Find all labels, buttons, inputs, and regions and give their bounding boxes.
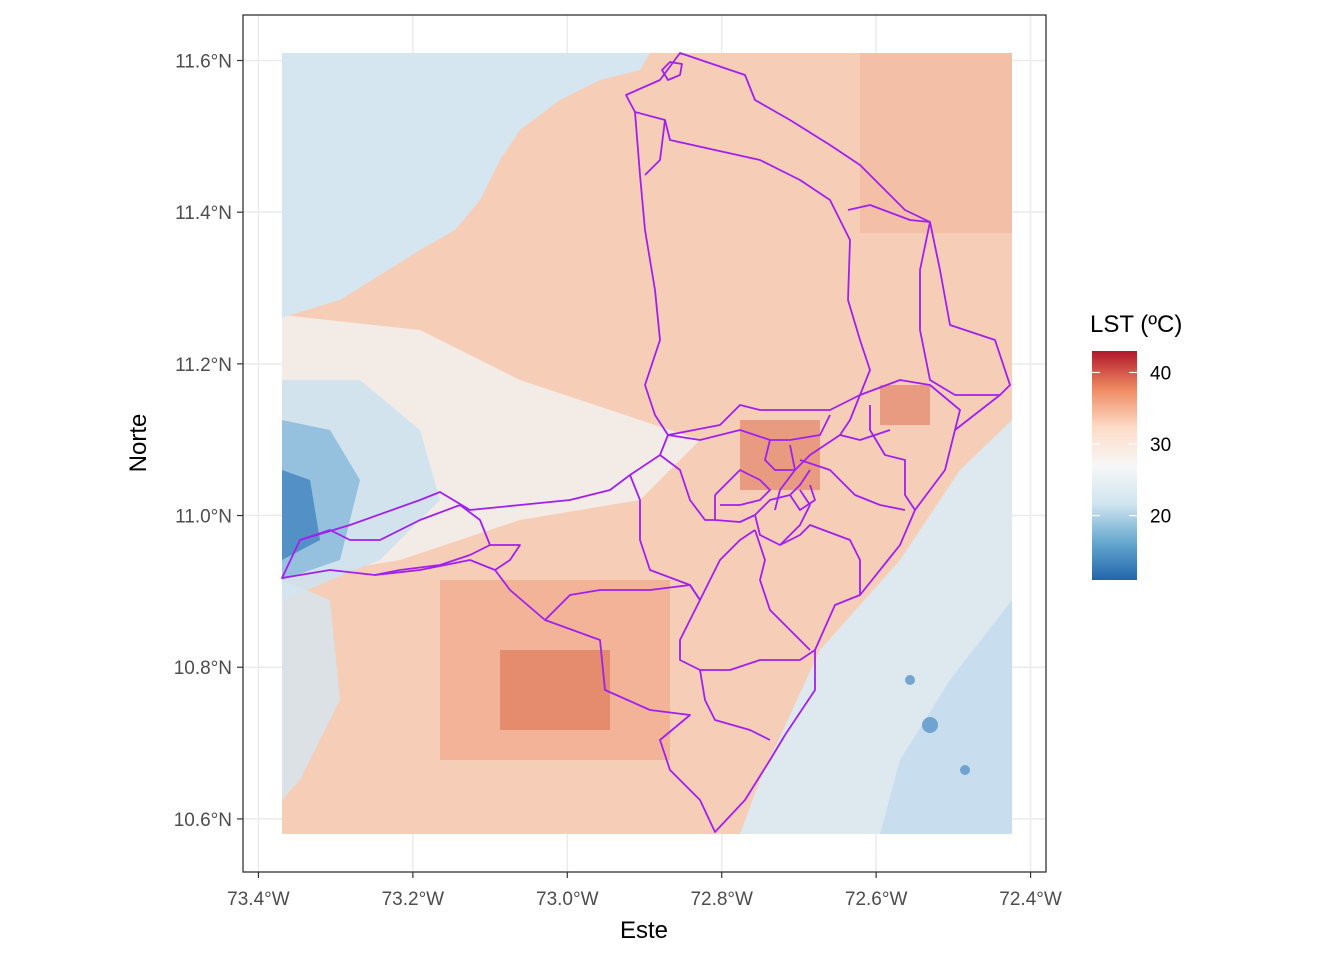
boundary-fonseca	[714, 469, 811, 523]
x-tick-label: 72.6°W	[845, 889, 908, 910]
y-tick-label: 10.6°N	[174, 810, 232, 831]
boundary-southeast	[699, 669, 771, 741]
boundary-central-north	[634, 111, 871, 436]
boundary-hatonuevo	[799, 459, 906, 511]
legend-label: 40	[1150, 363, 1171, 384]
cold-spot-3	[960, 765, 970, 775]
y-tick-label: 11.2°N	[175, 355, 232, 376]
lst-raster	[282, 53, 1012, 834]
hot-zone-2	[740, 420, 820, 490]
cold-spot-1	[922, 717, 938, 733]
y-tick-label: 11.0°N	[175, 507, 232, 528]
boundary-el-molino	[789, 484, 816, 511]
cold-spot-2	[905, 675, 915, 685]
legend-label: 20	[1150, 507, 1171, 528]
cool-plain-southwest	[282, 580, 340, 800]
boundary-urumita	[754, 529, 811, 651]
boundary-southwest	[544, 584, 701, 621]
cool-core-east	[880, 600, 1012, 834]
boundary-island	[661, 61, 683, 81]
panel-border	[242, 14, 1047, 873]
x-axis-title: Este	[620, 917, 668, 944]
legend-colorbar	[1092, 351, 1137, 580]
boundary-san-juan	[754, 489, 811, 546]
x-tick-label: 73.2°W	[382, 889, 445, 910]
y-tick-label: 11.6°N	[175, 52, 232, 73]
boundary-uribia-south	[859, 379, 961, 431]
boundary-villanueva	[779, 524, 861, 595]
x-tick-label: 72.4°W	[999, 889, 1062, 910]
x-tick-label: 73.4°W	[227, 889, 290, 910]
legend-label: 30	[1150, 435, 1171, 456]
y-axis: 11.6°N 11.4°N 11.2°N 11.0°N 10.8°N 10.6°N	[174, 52, 243, 831]
warm-zone-north	[860, 53, 1012, 233]
boundary-northwest	[644, 119, 666, 176]
boundary-maicao-west	[869, 405, 916, 511]
municipality-boundaries	[281, 52, 1011, 833]
boundary-fonseca-core	[714, 469, 771, 506]
boundary-west-strip	[299, 504, 491, 576]
caribbean-sea	[282, 53, 650, 318]
y-tick-label: 10.8°N	[174, 658, 232, 679]
boundary-west-link	[490, 544, 521, 571]
x-tick-label: 72.8°W	[690, 889, 753, 910]
boundary-barrancas	[764, 439, 796, 471]
x-axis: 73.4°W 73.2°W 73.0°W 72.8°W 72.6°W 72.4°W	[227, 872, 1062, 910]
legend-title: LST (ºC)	[1090, 311, 1182, 338]
boundary-northeast	[847, 204, 1000, 396]
hot-zone-3	[880, 385, 930, 425]
hot-zone-1	[500, 650, 610, 730]
boundary-distraccion	[659, 454, 715, 521]
x-tick-label: 73.0°W	[536, 889, 599, 910]
legend-ticks: 40 30 20	[1092, 363, 1171, 528]
y-axis-title: Norte	[125, 414, 152, 473]
y-tick-label: 11.4°N	[175, 203, 232, 224]
legend: LST (ºC) 40 30 20	[1090, 311, 1182, 580]
